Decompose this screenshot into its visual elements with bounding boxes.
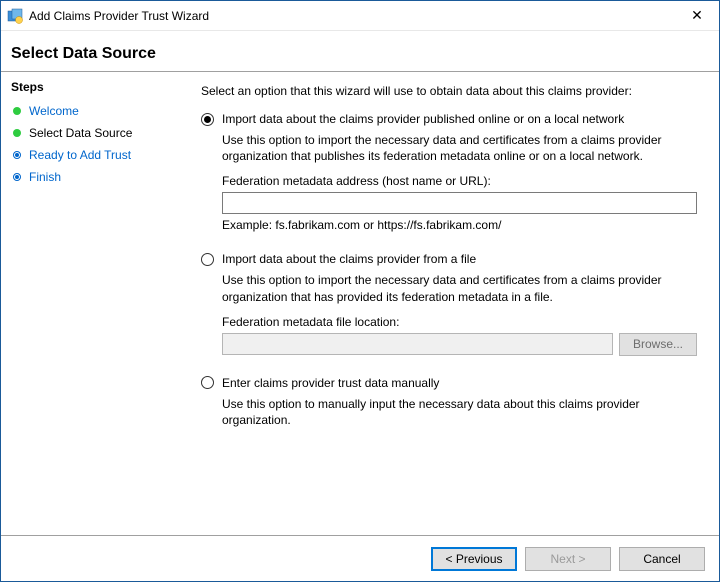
close-button[interactable]: ✕	[675, 1, 719, 31]
step-ready-to-add-trust[interactable]: Ready to Add Trust	[11, 144, 181, 166]
close-icon: ✕	[691, 7, 703, 24]
previous-button[interactable]: < Previous	[431, 547, 517, 571]
metadata-url-block: Federation metadata address (host name o…	[222, 174, 697, 232]
metadata-file-input	[222, 333, 613, 355]
wizard-window: Add Claims Provider Trust Wizard ✕ Selec…	[0, 0, 720, 582]
example-text: Example: fs.fabrikam.com or https://fs.f…	[222, 218, 697, 232]
step-bullet-icon	[13, 173, 21, 181]
option-manual: Enter claims provider trust data manuall…	[201, 376, 697, 428]
radio-label: Import data about the claims provider fr…	[222, 252, 476, 266]
step-label: Finish	[29, 170, 61, 184]
steps-sidebar: Steps Welcome Select Data Source Ready t…	[1, 72, 191, 535]
radio-manual[interactable]: Enter claims provider trust data manuall…	[201, 376, 697, 390]
option-description: Use this option to manually input the ne…	[222, 396, 697, 428]
radio-label: Import data about the claims provider pu…	[222, 112, 624, 126]
step-bullet-icon	[13, 129, 21, 137]
step-label: Welcome	[29, 104, 79, 118]
page-title: Select Data Source	[11, 45, 709, 63]
step-label: Select Data Source	[29, 126, 132, 140]
wizard-footer: < Previous Next > Cancel	[1, 535, 719, 581]
titlebar: Add Claims Provider Trust Wizard ✕	[1, 1, 719, 31]
step-select-data-source[interactable]: Select Data Source	[11, 122, 181, 144]
radio-file[interactable]: Import data about the claims provider fr…	[201, 252, 697, 266]
option-description: Use this option to import the necessary …	[222, 272, 697, 304]
option-online: Import data about the claims provider pu…	[201, 112, 697, 232]
option-file: Import data about the claims provider fr…	[201, 252, 697, 355]
step-bullet-icon	[13, 151, 21, 159]
step-bullet-icon	[13, 107, 21, 115]
main-content: Select an option that this wizard will u…	[191, 72, 719, 535]
cancel-button[interactable]: Cancel	[619, 547, 705, 571]
field-label: Federation metadata address (host name o…	[222, 174, 697, 188]
radio-icon	[201, 113, 214, 126]
option-description: Use this option to import the necessary …	[222, 132, 697, 164]
body-area: Steps Welcome Select Data Source Ready t…	[1, 72, 719, 535]
step-finish[interactable]: Finish	[11, 166, 181, 188]
next-button: Next >	[525, 547, 611, 571]
wizard-icon	[7, 8, 23, 24]
page-header: Select Data Source	[1, 31, 719, 71]
field-label: Federation metadata file location:	[222, 315, 697, 329]
step-label: Ready to Add Trust	[29, 148, 131, 162]
radio-online[interactable]: Import data about the claims provider pu…	[201, 112, 697, 126]
intro-text: Select an option that this wizard will u…	[201, 84, 697, 98]
metadata-file-block: Federation metadata file location: Brows…	[222, 315, 697, 356]
window-title: Add Claims Provider Trust Wizard	[29, 9, 209, 23]
steps-heading: Steps	[11, 80, 181, 94]
radio-icon	[201, 376, 214, 389]
radio-label: Enter claims provider trust data manuall…	[222, 376, 439, 390]
browse-button: Browse...	[619, 333, 697, 356]
step-welcome[interactable]: Welcome	[11, 100, 181, 122]
radio-icon	[201, 253, 214, 266]
metadata-url-input[interactable]	[222, 192, 697, 214]
